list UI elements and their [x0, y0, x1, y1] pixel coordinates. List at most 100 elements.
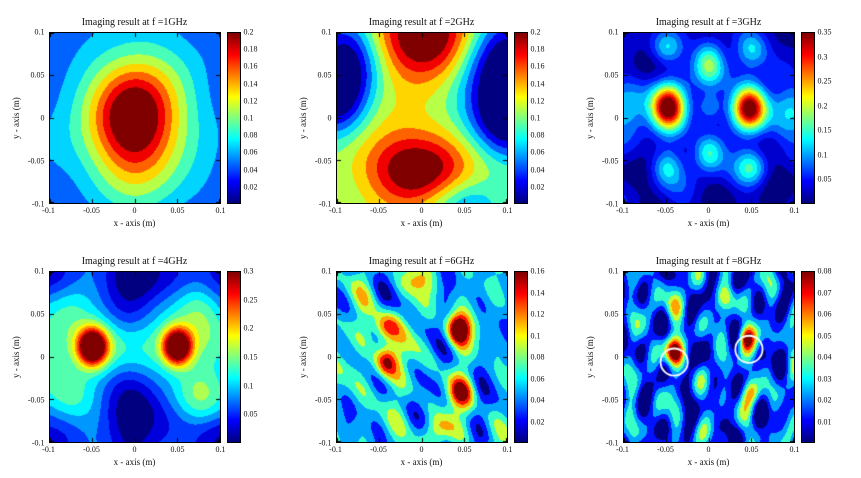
y-tick-label: 0.05 [604, 309, 619, 319]
y-axis-label: y - axis (m) [584, 336, 595, 378]
colorbar-tick-label: 0.14 [243, 79, 258, 89]
x-tick-label: -0.1 [329, 206, 342, 215]
y-tick-label: -0.1 [31, 438, 45, 448]
y-tick-labels: 0.1 0.05 0 -0.05 -0.1 [597, 267, 623, 448]
y-tick-labels: 0.1 0.05 0 -0.05 -0.1 [23, 267, 49, 448]
colorbar [800, 271, 815, 443]
colorbar-tick-label: 0.04 [530, 165, 545, 175]
colorbar-tick-label: 0.2 [817, 101, 828, 111]
y-axis-label: y - axis (m) [297, 97, 308, 139]
x-tick-label: 0 [706, 445, 711, 454]
y-tick-label: 0.05 [604, 70, 619, 80]
y-tick-label: 0.05 [317, 309, 332, 319]
subplot-title: Imaging result at f =6GHz [368, 256, 475, 267]
x-axis-label: x - axis (m) [687, 457, 730, 467]
colorbar-tick-label: 0.2 [243, 27, 254, 37]
x-axis-label: x - axis (m) [113, 457, 156, 467]
y-axis-label: y - axis (m) [10, 336, 21, 378]
colorbar-tick-label: 0.1 [530, 113, 541, 123]
colorbar-tick-label: 0.14 [530, 79, 545, 89]
x-tick-labels: -0.1 -0.05 0 0.05 0.1 [616, 443, 799, 455]
colorbar-tick-label: 0.2 [243, 323, 254, 333]
x-tick-label: 0.1 [789, 445, 800, 454]
subplot-2ghz: Imaging result at f =2GHz y - axis (m) 0… [298, 14, 564, 239]
subplot-4ghz: Imaging result at f =4GHz y - axis (m) 0… [11, 253, 277, 478]
colorbar-tick-label: 0.1 [817, 150, 828, 160]
colorbar-tick-label: 0.18 [530, 44, 545, 54]
y-axis-label: y - axis (m) [297, 336, 308, 378]
x-tick-label: -0.05 [370, 445, 387, 454]
colorbar-tick-label: 0.08 [243, 130, 258, 140]
x-tick-label: 0.1 [215, 206, 226, 215]
colorbar-tick-label: 0.08 [530, 130, 545, 140]
x-tick-label: -0.1 [42, 206, 55, 215]
y-tick-label: -0.05 [601, 156, 619, 166]
y-tick-label: -0.05 [27, 156, 45, 166]
colorbar-tick-label: 0.01 [817, 417, 832, 426]
x-axis-label: x - axis (m) [400, 218, 443, 228]
x-tick-label: -0.1 [616, 206, 629, 215]
colorbar-tick-label: 0.25 [243, 295, 258, 305]
y-tick-label: -0.05 [601, 395, 619, 405]
x-tick-label: 0 [419, 206, 424, 215]
x-tick-label: 0.05 [457, 206, 472, 215]
x-tick-labels: -0.1 -0.05 0 0.05 0.1 [329, 204, 512, 216]
contour-plot [335, 32, 508, 204]
x-tick-label: -0.1 [616, 445, 629, 454]
x-tick-labels: -0.1 -0.05 0 0.05 0.1 [329, 443, 512, 455]
subplot-3ghz: Imaging result at f =3GHz y - axis (m) 0… [585, 14, 851, 239]
colorbar-tick-label: 0.05 [817, 174, 832, 184]
colorbar-tick-label: 0.02 [530, 182, 545, 192]
y-tick-label: 0.1 [321, 27, 332, 37]
y-tick-label: -0.1 [318, 199, 332, 209]
colorbar-tick-label: 0.08 [817, 266, 832, 276]
colorbar-tick-label: 0.12 [530, 309, 545, 319]
colorbar-tick-label: 0.05 [243, 409, 258, 419]
contour-plot [622, 271, 795, 443]
colorbar-tick-label: 0.12 [243, 96, 258, 106]
subplot-title: Imaging result at f =8GHz [655, 256, 762, 267]
y-tick-label: -0.05 [27, 395, 45, 405]
x-tick-label: 0.05 [744, 206, 759, 215]
x-tick-label: 0.05 [170, 206, 185, 215]
colorbar-tick-label: 0.14 [530, 288, 545, 297]
x-tick-label: -0.1 [42, 445, 55, 454]
y-tick-label: 0 [614, 113, 619, 123]
x-tick-label: -0.05 [83, 445, 100, 454]
x-tick-label: 0.05 [457, 445, 472, 454]
colorbar [513, 271, 528, 443]
colorbar-tick-label: 0.02 [243, 182, 258, 192]
colorbar-tick-label: 0.16 [530, 266, 545, 276]
y-tick-label: 0.1 [321, 266, 332, 276]
subplot-1ghz: Imaging result at f =1GHz y - axis (m) 0… [11, 14, 277, 239]
subplot-8ghz: Imaging result at f =8GHz y - axis (m) 0… [585, 253, 851, 478]
y-tick-label: -0.1 [605, 438, 619, 448]
x-tick-label: 0 [706, 206, 711, 215]
colorbar-tick-label: 0.06 [530, 147, 545, 157]
x-tick-label: 0 [132, 445, 137, 454]
x-tick-label: 0.1 [215, 445, 226, 454]
colorbar-tick-label: 0.12 [530, 96, 545, 106]
colorbar-tick-label: 0.04 [530, 395, 545, 405]
x-tick-label: 0.1 [502, 445, 513, 454]
x-tick-label: 0.1 [502, 206, 513, 215]
subplot-title: Imaging result at f =1GHz [81, 17, 188, 28]
x-tick-labels: -0.1 -0.05 0 0.05 0.1 [616, 204, 799, 216]
colorbar-tick-label: 0.02 [817, 395, 832, 405]
y-tick-label: 0.05 [30, 309, 45, 319]
colorbar-tick-label: 0.15 [243, 352, 258, 362]
colorbar-tick-label: 0.06 [530, 374, 545, 383]
x-tick-labels: -0.1 -0.05 0 0.05 0.1 [42, 443, 225, 455]
y-tick-label: -0.1 [605, 199, 619, 209]
subplot-title: Imaging result at f =2GHz [368, 17, 475, 28]
colorbar-tick-label: 0.04 [243, 165, 258, 175]
y-axis-label: y - axis (m) [10, 97, 21, 139]
colorbar-tick-label: 0.04 [817, 352, 832, 362]
colorbar-tick-label: 0.06 [243, 147, 258, 157]
colorbar-tick-label: 0.1 [243, 381, 254, 391]
colorbar-tick-label: 0.35 [817, 27, 832, 37]
x-axis-label: x - axis (m) [687, 218, 730, 228]
y-tick-label: 0 [327, 113, 332, 123]
colorbar-tick-label: 0.03 [817, 374, 832, 383]
